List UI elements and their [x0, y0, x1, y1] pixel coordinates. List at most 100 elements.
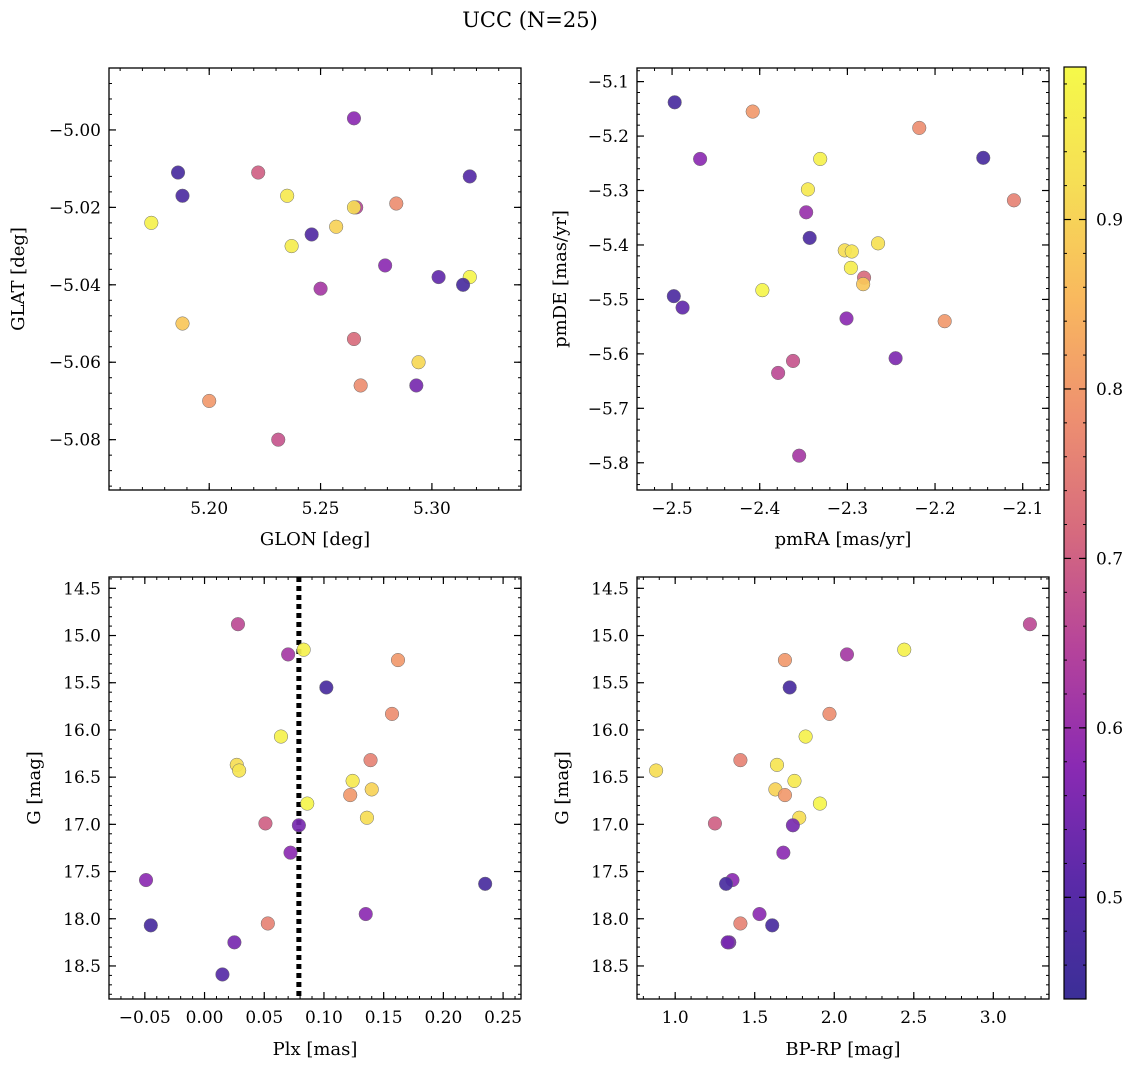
data-point	[175, 316, 190, 331]
y-tick-label: 16.0	[591, 721, 629, 741]
data-point	[280, 188, 295, 203]
data-point	[281, 647, 296, 662]
data-point	[329, 219, 344, 234]
data-point	[776, 845, 791, 860]
scatter-points	[666, 95, 1021, 463]
y-tick-label: 18.0	[591, 910, 629, 930]
x-tick-label: 0.15	[365, 1008, 403, 1028]
data-point	[839, 647, 855, 662]
y-tick-label: −5.8	[588, 454, 629, 474]
data-point	[478, 876, 493, 891]
y-tick-label: 15.0	[591, 627, 629, 647]
y-tick-label: 15.5	[63, 674, 101, 694]
x-tick-label: −2.2	[914, 499, 955, 519]
x-tick-label: −0.05	[119, 1008, 171, 1028]
axes-frame	[108, 67, 522, 491]
data-point	[798, 729, 813, 744]
data-point	[693, 151, 708, 166]
y-tick-label: −5.2	[588, 127, 629, 147]
y-tick-label: −5.5	[588, 290, 629, 310]
colorbar-tick-label: 0.8	[1096, 380, 1123, 400]
x-tick-label: 3.0	[980, 1008, 1007, 1028]
data-point	[144, 215, 159, 230]
y-tick-label: −5.02	[49, 198, 101, 218]
y-axis-label: G [mag]	[552, 751, 573, 824]
data-point	[745, 104, 760, 119]
data-point	[800, 182, 815, 197]
colorbar-tick-label: 0.6	[1096, 719, 1123, 739]
y-tick-label: −5.7	[588, 399, 629, 419]
data-point	[283, 845, 298, 860]
y-tick-label: −5.3	[588, 182, 629, 202]
data-point	[378, 258, 393, 273]
data-point	[937, 314, 952, 329]
data-point	[843, 260, 858, 275]
scatter-points	[138, 617, 493, 982]
x-tick-label: −2.4	[739, 499, 780, 519]
data-point	[667, 95, 682, 110]
data-point	[346, 331, 362, 347]
colorbar-tick-label: 0.5	[1096, 888, 1123, 908]
axes-frame	[636, 576, 1050, 1000]
data-point	[871, 236, 886, 251]
data-point	[343, 788, 358, 803]
data-point	[719, 876, 734, 891]
x-tick-label: −2.3	[827, 499, 868, 519]
data-point	[260, 916, 275, 931]
data-point	[319, 680, 334, 695]
data-point	[812, 796, 827, 811]
data-point	[785, 818, 800, 833]
data-point	[384, 706, 400, 721]
colorbar-gradient	[1064, 67, 1086, 999]
y-tick-label: −5.04	[49, 276, 101, 296]
colorbar-frame	[1063, 66, 1087, 1000]
data-point	[431, 270, 446, 285]
panel-top-right: −2.5 −2.4 −2.3 −2.2 −2.1 −5.8 −5.7 −5.6 −5.5 −5.4…	[550, 67, 1050, 550]
data-point	[733, 753, 748, 768]
y-tick-label: 16.0	[63, 721, 101, 741]
data-point	[888, 351, 903, 366]
data-point	[170, 165, 186, 180]
data-point	[912, 120, 927, 135]
data-point	[215, 967, 230, 982]
y-tick-label: 16.5	[63, 768, 101, 788]
data-point	[799, 205, 814, 220]
data-point	[856, 277, 871, 292]
x-tick-label: 1.0	[662, 1008, 689, 1028]
data-point	[844, 244, 859, 259]
axes-frame	[636, 67, 1050, 491]
data-point	[251, 165, 266, 180]
data-point	[675, 300, 690, 315]
y-tick-label: 17.5	[591, 863, 629, 883]
data-point	[291, 818, 306, 833]
colorbar-tick-label: 0.9	[1096, 211, 1123, 231]
y-tick-label: 17.5	[63, 863, 101, 883]
data-point	[649, 763, 664, 778]
data-point	[777, 788, 792, 803]
data-point	[787, 773, 802, 788]
data-point	[462, 169, 477, 184]
data-point	[976, 150, 991, 165]
y-tick-label: 15.0	[63, 627, 101, 647]
data-point	[346, 111, 362, 126]
data-point	[897, 642, 912, 657]
data-point	[175, 188, 190, 203]
x-axis-label: GLON [deg]	[260, 529, 370, 550]
x-tick-label: 5.25	[302, 499, 340, 519]
x-tick-label: 0.20	[424, 1008, 462, 1028]
data-point	[411, 355, 426, 370]
x-tick-label: −2.1	[1002, 499, 1043, 519]
data-point	[271, 432, 286, 447]
y-tick-label: 18.5	[591, 957, 629, 977]
x-tick-label: 0.10	[305, 1008, 343, 1028]
x-axis-label: BP-RP [mag]	[785, 1039, 900, 1060]
data-point	[707, 816, 722, 831]
y-tick-label: −5.1	[588, 73, 629, 93]
y-tick-label: −5.00	[49, 121, 101, 141]
data-point	[389, 196, 404, 211]
x-tick-label: 2.5	[900, 1008, 927, 1028]
y-tick-label: 14.5	[63, 579, 101, 599]
data-point	[390, 653, 406, 668]
data-point	[232, 763, 247, 778]
